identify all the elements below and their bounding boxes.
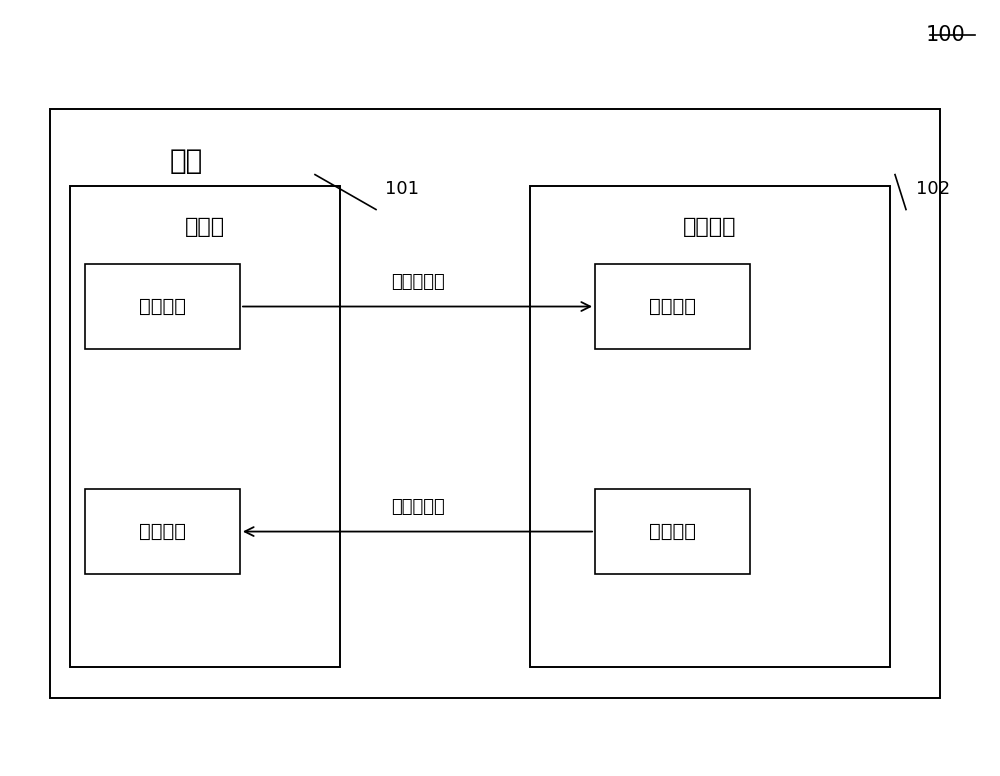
Bar — [85, 489, 240, 574]
Text: 102: 102 — [916, 180, 950, 198]
Text: 101: 101 — [385, 180, 419, 198]
Text: 源页面: 源页面 — [185, 217, 225, 237]
Text: 线程间通信: 线程间通信 — [391, 273, 444, 291]
Text: 100: 100 — [925, 25, 965, 45]
Text: 接收接口: 接收接口 — [139, 522, 186, 541]
Bar — [530, 186, 890, 667]
Text: 目标页面: 目标页面 — [683, 217, 737, 237]
Bar — [595, 264, 750, 349]
Bar — [85, 264, 240, 349]
Text: 终端: 终端 — [170, 147, 203, 175]
Bar — [70, 186, 340, 667]
Text: 发送接口: 发送接口 — [649, 522, 696, 541]
Text: 线程间通信: 线程间通信 — [391, 498, 444, 516]
Bar — [50, 109, 940, 698]
Text: 接收接口: 接收接口 — [649, 297, 696, 316]
Bar — [595, 489, 750, 574]
Text: 发送接口: 发送接口 — [139, 297, 186, 316]
